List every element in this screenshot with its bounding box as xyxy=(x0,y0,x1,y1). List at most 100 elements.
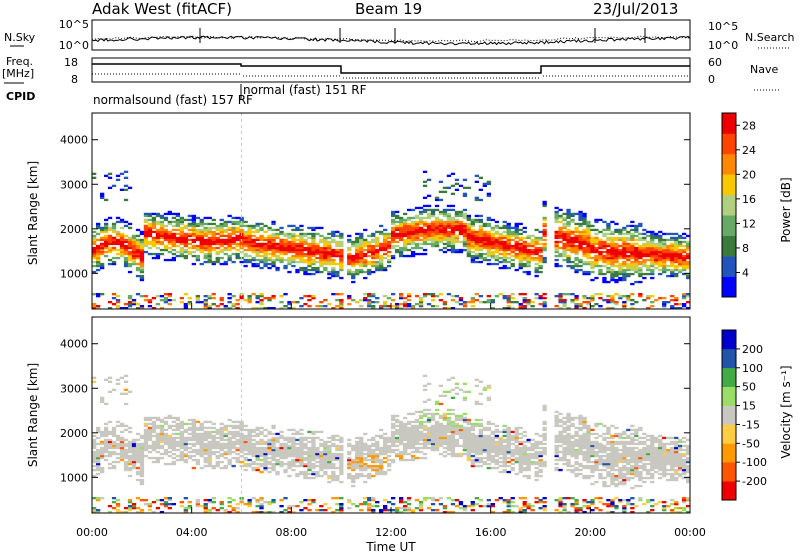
power-cell xyxy=(459,185,463,187)
velocity-cell xyxy=(208,433,212,435)
cpid-segment-2: normal (fast) 151 RF xyxy=(243,83,367,97)
velocity-cell xyxy=(391,425,395,427)
power-cell xyxy=(451,231,455,233)
power-cell xyxy=(650,239,654,241)
power-cell xyxy=(267,229,271,231)
power-cell xyxy=(467,243,471,245)
velocity-cell xyxy=(96,499,100,501)
velocity-cell xyxy=(148,417,152,419)
power-cell xyxy=(196,301,200,303)
power-cell xyxy=(439,233,443,235)
power-cell xyxy=(543,293,547,295)
power-cell xyxy=(140,271,144,273)
power-cell xyxy=(407,217,411,219)
power-cell xyxy=(256,301,260,303)
power-cell xyxy=(566,293,570,295)
power-cell xyxy=(259,299,263,301)
velocity-cell xyxy=(459,433,463,435)
velocity-cell xyxy=(311,467,315,469)
velocity-cell xyxy=(100,467,104,469)
power-cell xyxy=(212,247,216,249)
power-cell xyxy=(674,241,678,243)
power-cell xyxy=(291,239,295,241)
colorbar-tick-label: 16 xyxy=(742,193,756,206)
power-cell xyxy=(610,245,614,247)
power-cell xyxy=(248,299,252,301)
power-cell xyxy=(188,239,192,241)
power-cell xyxy=(622,277,626,279)
velocity-cell xyxy=(176,425,180,427)
power-cell xyxy=(399,235,403,237)
power-cell xyxy=(475,175,479,177)
power-cell xyxy=(523,255,527,257)
power-cell xyxy=(415,253,419,255)
power-cell xyxy=(232,241,236,243)
power-cell xyxy=(164,229,168,231)
power-cell xyxy=(566,213,570,215)
velocity-cell xyxy=(475,419,479,421)
velocity-cell xyxy=(371,453,375,455)
power-cell xyxy=(411,239,415,241)
power-cell xyxy=(275,267,279,269)
velocity-cell xyxy=(271,457,275,459)
velocity-cell xyxy=(411,431,415,433)
velocity-cell xyxy=(271,447,275,449)
power-cell xyxy=(176,241,180,243)
velocity-cell xyxy=(495,429,499,431)
power-cell xyxy=(256,223,260,225)
power-cell xyxy=(574,235,578,237)
velocity-cell xyxy=(120,457,124,459)
power-cell xyxy=(507,247,511,249)
power-cell xyxy=(463,209,467,211)
power-cell xyxy=(602,265,606,267)
power-cell xyxy=(319,265,323,267)
velocity-cell xyxy=(495,431,499,433)
power-cell xyxy=(168,259,172,261)
power-cell xyxy=(335,273,339,275)
velocity-cell xyxy=(375,467,379,469)
velocity-cell xyxy=(387,449,391,451)
velocity-cell xyxy=(252,431,256,433)
power-cell xyxy=(96,263,100,265)
power-cell xyxy=(411,231,415,233)
power-cell xyxy=(200,237,204,239)
velocity-cell xyxy=(128,431,132,433)
power-cell xyxy=(224,241,228,243)
velocity-cell xyxy=(120,451,124,453)
power-cell xyxy=(638,293,642,295)
velocity-cell xyxy=(132,459,136,461)
power-cell xyxy=(407,209,411,211)
power-cell xyxy=(471,299,475,301)
velocity-cell xyxy=(136,447,140,449)
power-cell xyxy=(662,265,666,267)
velocity-cell xyxy=(311,477,315,479)
power-cell xyxy=(359,239,363,241)
power-cell xyxy=(375,239,379,241)
power-cell xyxy=(495,257,499,259)
velocity-cell xyxy=(443,433,447,435)
power-cell xyxy=(156,241,160,243)
power-cell xyxy=(196,233,200,235)
velocity-cell xyxy=(479,419,483,421)
velocity-cell xyxy=(116,503,120,505)
power-cell xyxy=(543,243,547,245)
power-cell xyxy=(574,251,578,253)
velocity-cell xyxy=(459,455,463,457)
velocity-cell xyxy=(140,463,144,465)
velocity-cell xyxy=(311,455,315,457)
velocity-cell xyxy=(415,429,419,431)
velocity-cell xyxy=(415,419,419,421)
power-cell xyxy=(271,223,275,225)
colorbar-tick-label: 8 xyxy=(742,242,749,255)
velocity-cell xyxy=(431,497,435,499)
velocity-cell xyxy=(363,467,367,469)
power-cell xyxy=(244,255,248,257)
power-cell xyxy=(216,251,220,253)
velocity-cell xyxy=(228,419,232,421)
velocity-cell xyxy=(267,463,271,465)
power-cell xyxy=(670,265,674,267)
power-cell xyxy=(467,249,471,251)
velocity-cell xyxy=(479,449,483,451)
power-cell xyxy=(136,253,140,255)
power-cell xyxy=(259,243,263,245)
